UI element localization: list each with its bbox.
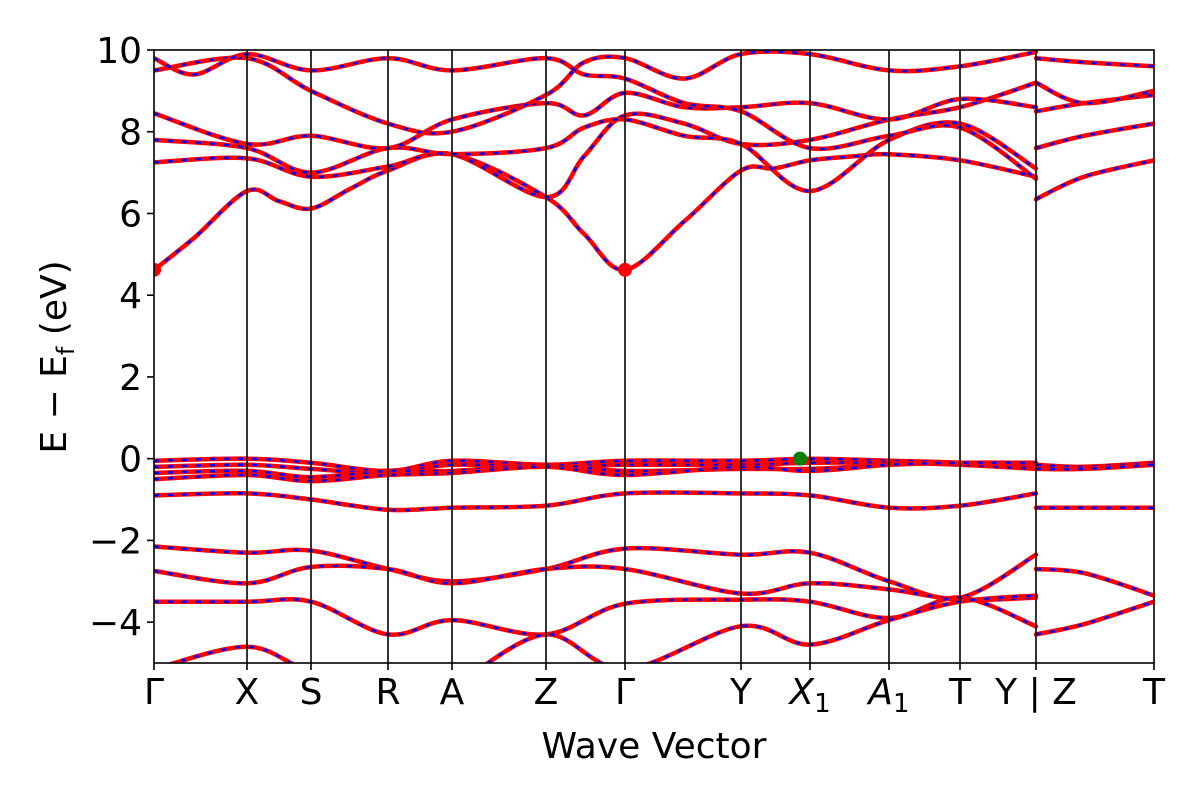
band-25-line <box>483 593 1039 663</box>
y-tick-label: 2 <box>119 358 142 399</box>
plot-frame <box>153 49 1155 664</box>
y-axis-label: E − Ef (eV) <box>34 260 80 453</box>
band-20-line <box>154 563 1039 603</box>
band-1-line <box>1033 158 1154 202</box>
band-0-overlay-line <box>154 152 1037 272</box>
y-axis-label-main: E − E <box>34 355 75 454</box>
band-10-line <box>1033 80 1154 106</box>
x-axis-label: Wave Vector <box>542 726 767 767</box>
band-23-line <box>1033 599 1154 637</box>
band-20-overlay-line <box>154 564 1037 602</box>
extremum-marker-1 <box>618 262 632 277</box>
bands-layer <box>154 50 1154 663</box>
band-24-overlay-line <box>170 645 294 663</box>
band-17-line <box>154 490 1039 513</box>
high-symmetry-lines <box>246 50 1037 663</box>
x-tick-label-10: T <box>948 672 972 713</box>
y-axis-label-unit: (eV) <box>34 260 75 346</box>
band-16-overlay-line <box>1035 463 1154 471</box>
x-tick-label-6: Γ <box>615 672 635 713</box>
y-tick-label: 6 <box>119 194 142 235</box>
band-21-line <box>1033 566 1154 598</box>
x-tick-label-7: Y <box>729 672 753 713</box>
y-tick-label: 4 <box>119 276 142 317</box>
band-19-line <box>154 544 1039 601</box>
band-3-line <box>1033 121 1154 151</box>
x-tick-label-1: X <box>235 672 260 713</box>
band-9-overlay-line <box>154 52 1037 180</box>
y-tick-label: 0 <box>119 440 142 481</box>
band-7-overlay-line <box>154 50 1037 135</box>
x-tick-label-3: R <box>375 672 400 713</box>
band-5-overlay-line <box>154 91 1037 150</box>
x-axis-ticks: Γ X S R A Z Γ Y X1 A1 T Y | Z T <box>144 663 1166 719</box>
x-tick-label-12: T <box>1142 672 1166 713</box>
band-25-overlay-line <box>485 594 1037 663</box>
x-tick-label-8: X1 <box>787 672 830 719</box>
markers-layer <box>154 262 807 466</box>
y-tick-label: 8 <box>119 113 142 154</box>
y-axis-label-sub: f <box>52 346 80 355</box>
extremum-marker-0 <box>154 262 161 277</box>
x-tick-label-2: S <box>300 672 323 713</box>
x-tick-label-4: A <box>440 672 465 713</box>
y-tick-label: 10 <box>96 31 142 72</box>
band-4-overlay-line <box>154 118 1037 193</box>
y-tick-label: −4 <box>89 603 142 644</box>
extremum-marker-2 <box>793 451 807 466</box>
x-tick-label-11: Y | Z <box>994 672 1077 713</box>
x-tick-label-9: A1 <box>866 672 909 719</box>
band-8-line <box>1033 55 1154 69</box>
y-axis-ticks: −4 −2 0 2 4 6 8 10 <box>89 31 154 644</box>
y-tick-label: −2 <box>89 521 142 562</box>
band-14-line <box>154 460 1039 484</box>
x-tick-label-0: Γ <box>144 672 164 713</box>
x-tick-label-5: Z <box>534 672 559 713</box>
